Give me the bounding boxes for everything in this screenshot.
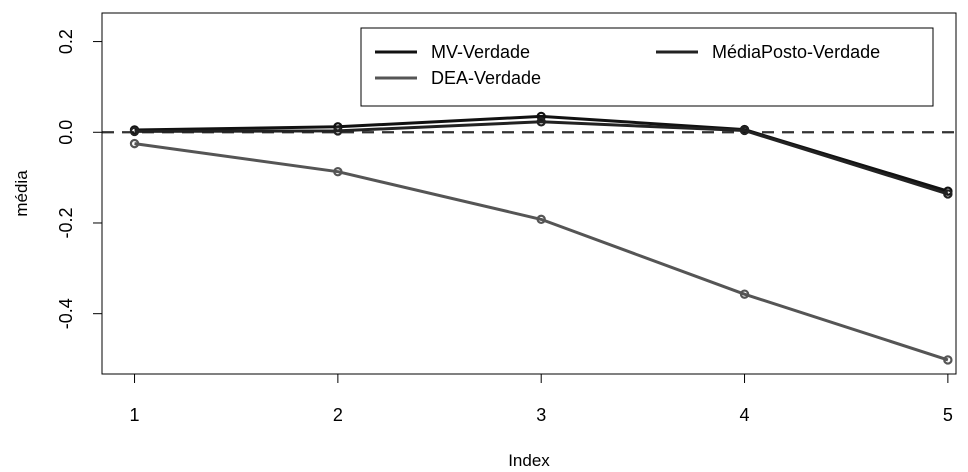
series-line-1 [134,142,949,362]
x-tick-label: 1 [130,405,140,425]
data-point [943,189,953,199]
y-tick-label: 0.2 [56,29,76,54]
x-axis-label: Index [508,451,550,470]
data-point [129,126,140,137]
legend-box [360,27,934,107]
plot-layer [102,111,956,365]
axis-layer: Index média 1 2 3 4 5 -0.4 -0.2 0.0 0.2 [12,12,957,470]
legend-label: MédiaPosto-Verdade [712,42,880,62]
x-tick-label: 2 [333,405,343,425]
data-point [129,138,140,149]
x-tick-label: 4 [740,405,750,425]
plot-frame [101,12,957,375]
series-line-2 [134,120,949,196]
legend-label: DEA-Verdade [431,68,541,88]
x-tick-label: 5 [943,405,953,425]
data-point [739,289,750,299]
data-point [536,117,546,127]
data-point [536,214,546,225]
series-line-0 [134,114,949,193]
data-point [943,355,953,365]
x-tick-label: 3 [536,405,546,425]
y-axis-label: média [12,170,31,217]
data-point [333,167,343,177]
y-tick-label: -0.2 [56,207,76,238]
y-tick-label: 0.0 [56,120,76,145]
legend: MV-Verdade MédiaPosto-Verdade DEA-Verdade [360,27,934,107]
data-point [333,126,343,136]
y-tick-label: -0.4 [56,298,76,329]
data-point [536,111,546,122]
legend-label: MV-Verdade [431,42,530,62]
data-point [739,125,750,136]
